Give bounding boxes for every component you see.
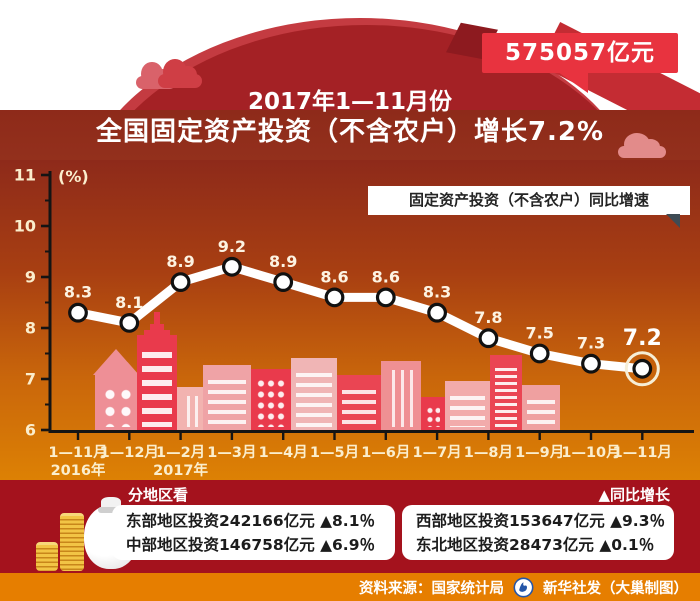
total-amount-badge: 575057亿元 xyxy=(482,33,678,73)
x-tick-label: 1—4月 xyxy=(259,444,308,461)
y-tick-label: 10 xyxy=(14,217,36,236)
building-decoration xyxy=(337,375,381,431)
region-stats-box-right: 西部地区投资153647亿元 ▲9.3％ 东北地区投资28473亿元 ▲0.1％ xyxy=(402,505,674,560)
regions-section: 分地区看 ▲同比增长 东部地区投资242166亿元 ▲8.1％ 中部地区投资14… xyxy=(0,480,700,573)
x-tick-label: 1—6月 xyxy=(361,444,410,461)
y-axis-unit: (%) xyxy=(58,167,89,186)
region-stats-box-left: 东部地区投资242166亿元 ▲8.1％ 中部地区投资146758亿元 ▲6.9… xyxy=(112,505,395,560)
data-point xyxy=(324,287,345,308)
title-band xyxy=(0,110,700,160)
building-decoration xyxy=(381,361,421,431)
data-point-label: 8.3 xyxy=(64,283,92,302)
chart-legend: 固定资产投资（不含农户）同比增速 xyxy=(368,186,690,228)
building-decoration xyxy=(445,381,490,431)
badge-tail xyxy=(558,72,588,93)
region-stat: 东部地区投资242166亿元 ▲8.1％ xyxy=(126,512,375,530)
x-tick-label: 1—8月 xyxy=(464,444,513,461)
chart-title-line1: 2017年1—11月份 xyxy=(247,89,453,115)
data-point xyxy=(170,272,191,292)
building-decoration xyxy=(203,365,251,431)
credit-label: 新华社发（大巢制图） xyxy=(543,580,688,597)
x-tick-label: 1—3月 xyxy=(207,444,256,461)
data-point xyxy=(478,328,499,349)
data-point-label: 9.2 xyxy=(218,237,246,256)
data-point-label: 7.3 xyxy=(577,334,605,353)
region-stat: 东北地区投资28473亿元 ▲0.1％ xyxy=(416,536,655,554)
building-decoration xyxy=(421,397,445,431)
data-point xyxy=(529,343,550,364)
series-line xyxy=(73,262,647,374)
y-tick-label: 8 xyxy=(25,319,36,338)
data-point-label: 8.1 xyxy=(115,293,143,312)
x-tick-label: 1—10月 xyxy=(561,444,620,461)
building-decoration xyxy=(177,387,203,431)
xinhua-logo-icon xyxy=(513,577,534,597)
regions-title: 分地区看 xyxy=(128,486,189,504)
coin-stack-icon xyxy=(36,542,58,571)
building-decoration xyxy=(93,349,139,431)
yoy-growth-note: ▲同比增长 xyxy=(598,486,670,504)
data-point xyxy=(119,312,140,333)
y-tick-label: 9 xyxy=(25,268,36,287)
cloud-icon xyxy=(618,132,666,158)
data-point-label: 8.6 xyxy=(320,267,348,286)
source-label: 资料来源：国家统计局 xyxy=(359,580,504,597)
legend-label: 固定资产投资（不含农户）同比增速 xyxy=(408,191,649,209)
y-tick-label: 6 xyxy=(25,421,36,440)
data-point-label: 7.5 xyxy=(526,324,554,343)
x-tick-label: 1—12月 xyxy=(100,444,159,461)
x-year-label: 2016年 xyxy=(51,461,106,479)
data-point-label: 8.3 xyxy=(423,283,451,302)
data-point-label: 8.9 xyxy=(269,252,297,271)
y-tick-label: 7 xyxy=(25,370,36,389)
x-tick-label: 1—5月 xyxy=(310,444,359,461)
footer-bar: 资料来源：国家统计局 新华社发（大巢制图） xyxy=(0,573,700,601)
region-stat: 西部地区投资153647亿元 ▲9.3％ xyxy=(416,512,665,530)
highlight-ring xyxy=(624,351,660,387)
building-decoration xyxy=(522,385,560,431)
data-point-label: 8.9 xyxy=(166,252,194,271)
data-point xyxy=(273,272,294,292)
x-tick-label: 1—11月 xyxy=(613,444,672,461)
data-point xyxy=(221,256,242,277)
data-point-label: 7.8 xyxy=(474,308,502,327)
x-tick-label: 1—9月 xyxy=(515,444,564,461)
y-tick-label: 11 xyxy=(14,166,36,185)
data-point xyxy=(427,302,448,323)
data-point xyxy=(375,287,396,308)
data-point xyxy=(68,302,88,323)
coin-stack-icon xyxy=(60,513,84,571)
x-tick-label: 1—11月 xyxy=(48,444,107,461)
building-decoration xyxy=(291,358,337,431)
data-point-label: 7.2 xyxy=(623,326,662,351)
cloud-icon xyxy=(158,58,202,88)
x-tick-label: 1—7月 xyxy=(413,444,462,461)
data-point xyxy=(581,353,601,374)
x-year-label: 2017年 xyxy=(153,461,208,479)
chart-title-line2: 全国固定资产投资（不含农户）增长7.2% xyxy=(95,117,605,147)
x-tick-label: 1—2月 xyxy=(156,444,205,461)
building-decoration xyxy=(490,355,522,431)
building-decoration xyxy=(251,369,291,431)
data-point xyxy=(632,358,653,379)
header-section: 575057亿元 2017年1—11月份 全国固定资产投资（不含农户）增长7.2… xyxy=(0,0,700,160)
chart-section: 6 7 8 9 10 11 (%) 1—11月 2016年 1—12月 1—2月 2017年 1—3月 1… xyxy=(0,160,700,480)
legend-tail xyxy=(666,214,680,228)
region-stat: 中部地区投资146758亿元 ▲6.9％ xyxy=(126,536,375,554)
data-point-label: 8.6 xyxy=(372,267,400,286)
building-decoration xyxy=(137,335,177,431)
